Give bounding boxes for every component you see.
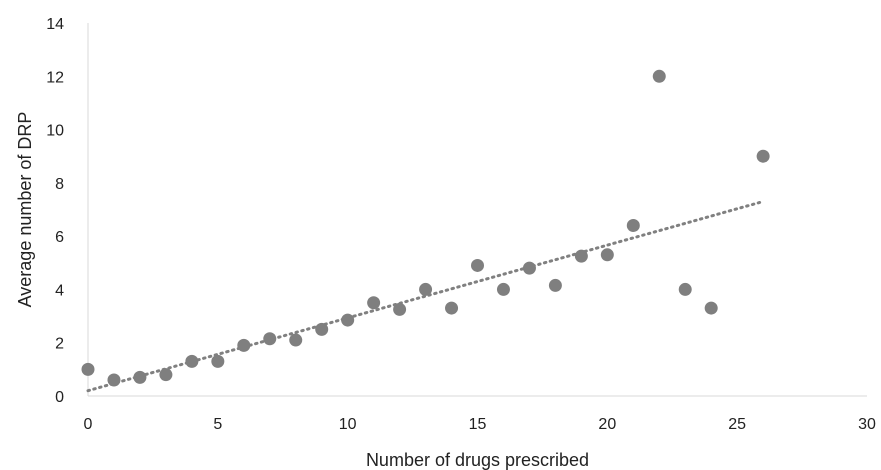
data-point: [211, 354, 225, 368]
data-point: [393, 302, 407, 316]
y-tick-label: 4: [55, 282, 64, 299]
x-tick-label: 30: [858, 416, 876, 433]
data-point: [626, 218, 640, 232]
data-point: [548, 278, 562, 292]
data-point: [185, 354, 199, 368]
data-point: [704, 301, 718, 315]
x-tick-label: 10: [339, 416, 357, 433]
data-point: [289, 333, 303, 347]
data-point: [471, 258, 484, 272]
data-point: [263, 332, 277, 346]
y-tick-labels: 0 2 4 6 8 10 12 14: [46, 16, 64, 406]
data-point: [341, 313, 355, 327]
x-tick-labels: 0 5 10 15 20 25 30: [84, 416, 876, 433]
data-point: [600, 248, 614, 262]
y-tick-label: 0: [55, 389, 64, 406]
data-points: [81, 69, 770, 387]
x-tick-label: 0: [84, 416, 93, 433]
data-point: [756, 149, 770, 163]
y-tick-label: 8: [55, 176, 64, 193]
x-tick-label: 5: [213, 416, 222, 433]
y-tick-label: 10: [46, 123, 64, 140]
data-point: [107, 373, 121, 387]
data-point: [133, 370, 147, 384]
data-point: [159, 368, 173, 382]
data-point: [574, 249, 588, 263]
data-point: [237, 338, 251, 352]
data-point: [496, 282, 510, 296]
x-tick-label: 15: [469, 416, 487, 433]
y-tick-label: 2: [55, 336, 64, 353]
x-tick-label: 25: [728, 416, 746, 433]
y-tick-label: 14: [46, 16, 64, 33]
data-point: [522, 261, 536, 275]
data-point: [419, 282, 433, 296]
x-tick-label: 20: [598, 416, 616, 433]
y-tick-label: 12: [46, 69, 64, 86]
data-point: [81, 362, 95, 376]
data-point: [315, 322, 329, 336]
x-axis-title: Number of drugs prescribed: [366, 450, 589, 470]
trendline-group: [86, 200, 765, 393]
data-point: [652, 69, 666, 83]
y-tick-label: 6: [55, 229, 64, 246]
data-point: [678, 282, 692, 296]
data-point: [445, 301, 459, 315]
trendline: [86, 200, 765, 393]
y-axis-title: Average number of DRP: [15, 112, 35, 308]
data-point: [367, 296, 381, 310]
